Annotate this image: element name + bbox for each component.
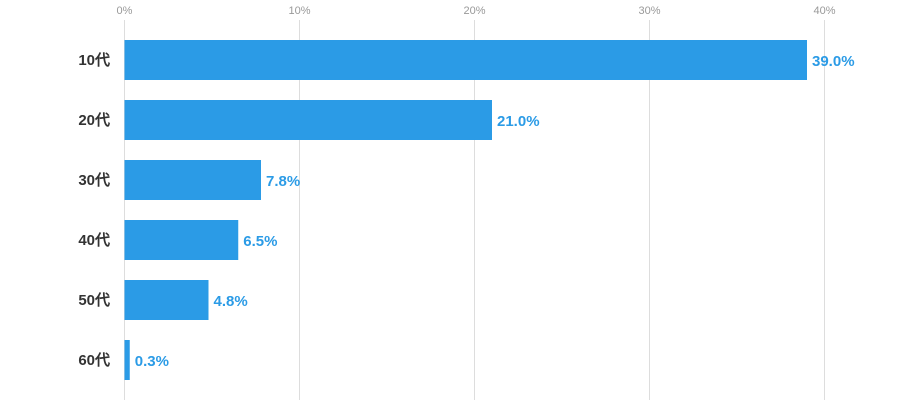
x-tick-label: 0% — [117, 5, 133, 17]
bar — [124, 280, 209, 320]
value-label: 6.5% — [243, 233, 277, 250]
x-tick-label: 30% — [638, 5, 660, 17]
category-label: 10代 — [78, 51, 110, 69]
category-label: 20代 — [78, 111, 110, 129]
category-label: 30代 — [78, 171, 110, 189]
value-label: 7.8% — [266, 173, 300, 190]
bar — [124, 220, 239, 260]
value-label: 39.0% — [812, 53, 855, 70]
value-label: 21.0% — [497, 113, 540, 130]
value-label: 0.3% — [135, 353, 169, 370]
category-label: 50代 — [78, 291, 110, 309]
x-tick-label: 10% — [288, 5, 310, 17]
x-tick-label: 40% — [813, 5, 835, 17]
bar — [124, 160, 261, 200]
category-label: 40代 — [78, 231, 110, 249]
bar — [124, 40, 807, 80]
x-tick-label: 20% — [463, 5, 485, 17]
value-label: 4.8% — [214, 293, 248, 310]
bar — [124, 340, 130, 380]
category-label: 60代 — [78, 351, 110, 369]
bar — [124, 100, 492, 140]
